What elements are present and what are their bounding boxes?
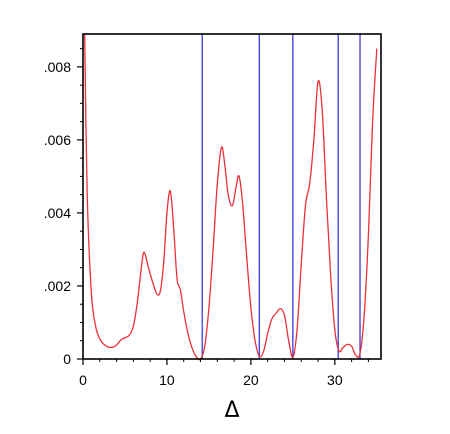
x-tick-label-0: 0 bbox=[79, 372, 87, 388]
y-tick-label-1: .002 bbox=[44, 278, 71, 294]
y-tick-label-2: .004 bbox=[44, 205, 71, 221]
y-tick-label-3: .006 bbox=[44, 132, 71, 148]
vertical-lines bbox=[201, 34, 361, 359]
x-tick-label-2: 20 bbox=[243, 372, 259, 388]
y-axis: 0 .002 .004 .006 .008 bbox=[44, 48, 83, 367]
series-line-1 bbox=[84, 33, 378, 361]
x-axis-title: Δ bbox=[224, 398, 239, 423]
y-tick-label-4: .008 bbox=[44, 59, 71, 75]
plot-frame bbox=[82, 33, 382, 360]
x-tick-label-1: 10 bbox=[159, 372, 175, 388]
x-tick-label-3: 30 bbox=[327, 372, 343, 388]
y-tick-label-0: 0 bbox=[63, 351, 71, 367]
x-axis: 0 10 20 30 bbox=[79, 359, 369, 388]
series-group bbox=[84, 33, 378, 361]
